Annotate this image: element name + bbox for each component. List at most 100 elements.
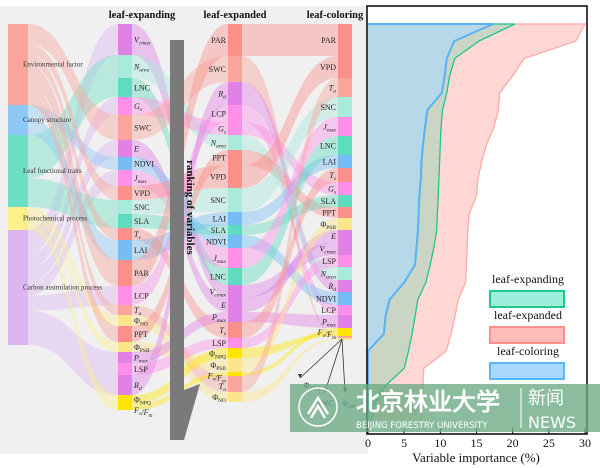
label-coloring-Jmax: Jmax [323,123,336,134]
node-expanding-Vcmax [118,24,132,55]
label-expanded-LSP: LSP [212,339,226,348]
node-coloring-PPT [338,207,352,218]
watermark-cn: 北京林业大学 [356,388,500,416]
category-node-canopy [8,105,28,135]
link-expanded-coloring-SWC [242,56,338,338]
watermark-en: BEIJING FORESTRY UNIVERSITY [356,421,488,431]
legend-swatch-leaf-expanding [489,290,565,308]
node-expanded-PPT [228,150,242,165]
node-expanding-SNC [118,200,132,214]
label-expanded-SNC: SNC [210,196,226,205]
link-category-SWC [28,24,118,140]
link-expanded-coloring-Ts [242,168,338,338]
x-tick-label: 10 [434,436,446,450]
node-expanded-Gs [228,122,242,135]
node-coloring-Ta [338,78,352,97]
arrow-SWC [324,338,343,393]
label-expanding-PhiPSII: ΦPSII [134,343,150,354]
node-expanded-SLA [228,225,242,235]
label-coloring-NDVI: NDVI [316,295,336,304]
link-category-VPD [28,43,118,201]
label-coloring-LAI: LAI [323,158,337,167]
label-expanding-LNC: LNC [134,84,150,93]
link-expanded-coloring-SLA [242,195,338,235]
label-expanded-Ta: Ta [219,382,226,393]
node-expanded-Rd [228,82,242,105]
label-expanding-PAR: PAR [134,269,149,278]
label-expanded-E: E [220,301,226,310]
watermark-band [290,384,600,432]
label-expanding-VPD: VPD [134,189,150,198]
link-expanded-coloring-PPT [242,150,338,218]
category-label-traits: Leaf functional traits [23,167,82,175]
node-coloring-Ts [338,168,352,182]
label-expanded-LAI: LAI [213,215,227,224]
label-expanding-PhiNPQ: ΦNPQ [134,396,151,407]
node-coloring-E [338,230,352,242]
node-coloring-PhiNO [338,338,352,340]
node-expanding-LSP [118,363,132,375]
importance-chart: 0 5 10 15 20 25 30 Variable importance (%) leaf-… [365,5,591,465]
node-expanded-Jmax [228,248,242,268]
x-tick-label: 25 [543,436,555,450]
label-coloring-PAR: PAR [321,36,336,45]
x-tick-label: 0 [365,436,371,450]
legend-swatch-leaf-expanded [489,326,565,344]
node-expanding-Rd [118,375,132,395]
x-tick-label: 15 [471,436,483,450]
link-expanded-coloring-LNC [242,136,338,285]
label-expanding-PPT: PPT [134,330,148,339]
label-expanding-NDVI: NDVI [134,160,154,169]
node-coloring-PhiPSII [338,218,352,230]
node-expanded-Narea [228,135,242,150]
label-expanding-Ts: Ts [134,230,141,241]
node-expanded-LAI [228,212,242,225]
link-expanded-coloring-LSP [242,255,338,348]
label-coloring-Vcmax: Vcmax [320,245,337,256]
node-expanding-PAR [118,260,132,286]
node-expanded-PhiPSII [228,358,242,372]
seal-tree-icon [306,395,330,419]
label-coloring-VPD: VPD [320,63,336,72]
node-expanding-Ta [118,305,132,315]
label-expanded-LNC: LNC [210,273,226,282]
label-expanding-LAI: LAI [134,246,148,255]
watermark-news-cn: 新闻 [528,388,564,409]
node-expanding-PhiPSII [118,342,132,352]
node-expanding-SWC [118,115,132,140]
label-expanded-Ts: Ts [219,326,226,337]
link-category-PhiNO [28,207,118,326]
label-expanded-PPT: PPT [212,154,226,163]
node-coloring-Gs [338,182,352,195]
link-category-Pmax [28,310,118,363]
link-category-Rd [28,329,118,395]
link-expanded-coloring-Rd [242,82,338,292]
label-coloring-Pmax: Pmax [321,318,337,329]
label-expanding-LCP: LCP [134,292,149,301]
node-expanding-LCP [118,286,132,305]
link-expanded-coloring-PhiNPQ [242,333,338,358]
node-expanding-Ts [118,228,132,240]
link-expanded-coloring-PhiPSII [242,218,338,372]
label-expanded-NDVI: NDVI [206,238,226,247]
node-expanding-Gs [118,97,132,115]
label-coloring-Gs: Gs [328,185,336,196]
node-coloring-FvFm [338,328,352,333]
node-expanded-PhiNPQ [228,348,242,358]
watermark-news-en: NEWS [528,413,576,432]
node-expanded-NDVI [228,235,242,248]
university-seal-icon [298,387,338,427]
link-category-Gs [28,97,118,270]
label-expanded-LCP: LCP [211,110,226,119]
link-expanded-coloring-Vcmax [242,242,338,298]
link-expanded-coloring-Gs [242,122,338,195]
node-expanding-LAI [118,240,132,260]
label-expanded-SWC: SWC [209,65,226,74]
label-coloring-LNC: LNC [320,142,336,151]
label-expanding-Ta: Ta [134,306,141,317]
node-expanding-PPT [118,326,132,342]
category-node-traits [8,135,28,207]
link-category-E [28,140,118,283]
label-expanding-Vcmax: Vcmax [134,36,151,47]
